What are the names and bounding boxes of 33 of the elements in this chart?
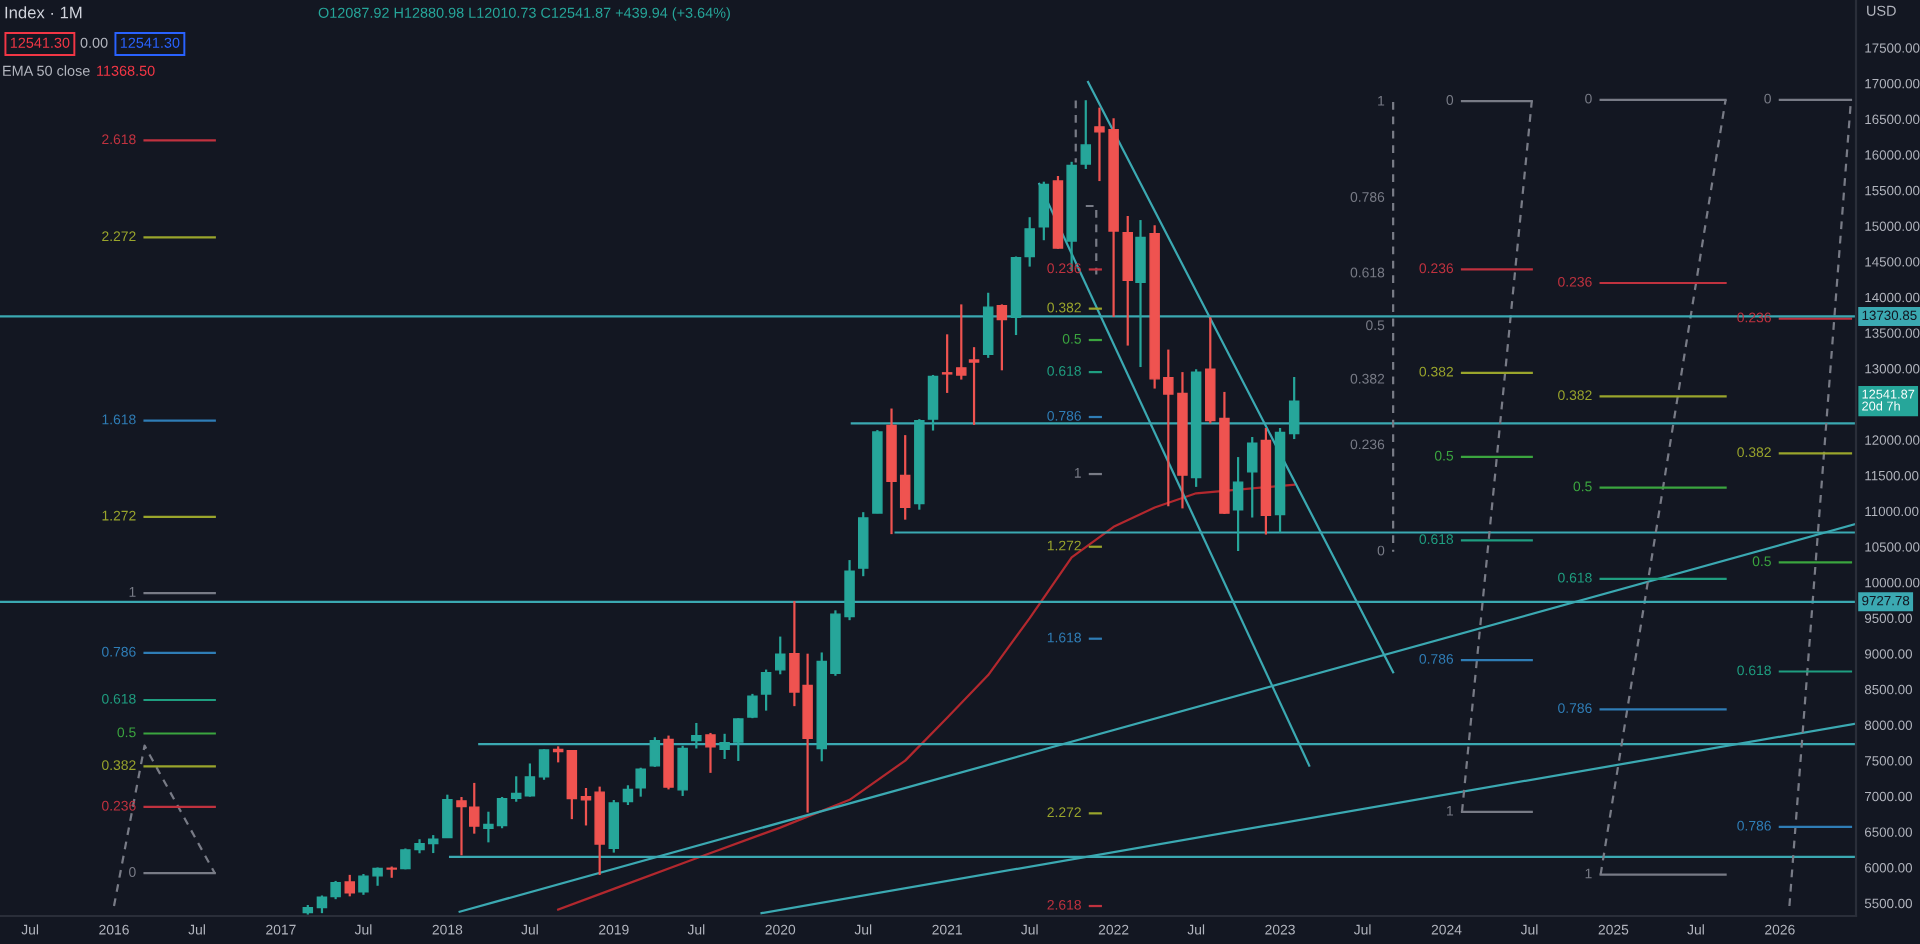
candlestick <box>344 873 356 898</box>
candlestick <box>1232 455 1244 553</box>
candlestick <box>956 303 967 381</box>
candlestick <box>691 721 702 750</box>
candlestick <box>510 775 522 803</box>
candlestick <box>566 748 578 821</box>
candlestick <box>747 692 758 720</box>
candlestick <box>442 793 453 840</box>
candlestick <box>538 748 550 781</box>
candlestick <box>927 373 939 432</box>
candlestick <box>941 333 953 395</box>
candlestick <box>1246 435 1258 519</box>
candlestick <box>677 744 688 798</box>
candlestick <box>649 736 661 768</box>
candlestick <box>1024 216 1035 268</box>
candlestick <box>1038 180 1050 242</box>
candlestick <box>1080 99 1092 171</box>
candlestick <box>968 346 980 427</box>
chart-title: Index · 1M <box>5 6 82 19</box>
candlestick <box>982 291 994 359</box>
candlestick <box>760 668 772 712</box>
candlestick <box>1135 218 1146 369</box>
line-series <box>557 483 1296 911</box>
candlestick <box>705 731 716 774</box>
candlestick <box>1288 375 1300 441</box>
candlestick <box>524 762 536 798</box>
candlestick <box>635 766 646 798</box>
candlestick <box>996 303 1008 372</box>
candlestick <box>608 798 620 854</box>
candlestick <box>663 734 674 791</box>
candlestick <box>622 784 634 807</box>
candlestick <box>1122 214 1133 347</box>
candlestick <box>774 635 786 676</box>
